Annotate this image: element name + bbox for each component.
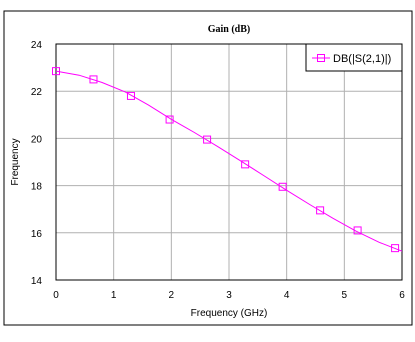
x-tick-label: 5 (342, 290, 348, 301)
data-point-marker (89, 75, 98, 84)
y-tick-label: 20 (31, 134, 43, 145)
x-axis-title: Frequency (GHz) (191, 308, 268, 319)
data-point-marker (126, 91, 135, 100)
data-point-marker (241, 160, 250, 169)
chart-title: Gain (dB) (208, 24, 251, 35)
legend-marker-square (317, 54, 325, 62)
y-tick-label: 22 (31, 87, 43, 98)
data-point-marker (165, 115, 174, 124)
y-axis-title: Frequency (10, 138, 21, 185)
y-tick-label: 14 (31, 276, 43, 287)
legend[interactable]: DB(|S(2,1)|) (305, 43, 403, 72)
data-point-marker (316, 206, 325, 215)
x-tick-label: 3 (226, 290, 232, 301)
series-layer (52, 67, 403, 253)
grid (56, 44, 402, 280)
plot-border (55, 43, 403, 281)
series-line (55, 70, 403, 252)
x-tick-label: 4 (284, 290, 290, 301)
x-tick-label: 2 (169, 290, 175, 301)
y-tick-label: 18 (31, 182, 43, 193)
x-tick-label: 6 (399, 290, 405, 301)
data-point-marker (391, 244, 400, 253)
x-tick-label: 1 (111, 290, 117, 301)
legend-label: DB(|S(2,1)|) (333, 53, 391, 65)
y-tick-label: 16 (31, 229, 43, 240)
data-point-marker (52, 67, 60, 76)
data-point-marker (203, 135, 212, 144)
x-tick-label: 0 (53, 290, 59, 301)
y-tick-label: 24 (31, 40, 43, 51)
data-point-marker (353, 226, 362, 235)
tick-labels: 0 1 2 3 4 5 6 14 16 18 20 22 24 (31, 40, 405, 301)
data-point-marker (278, 182, 287, 191)
